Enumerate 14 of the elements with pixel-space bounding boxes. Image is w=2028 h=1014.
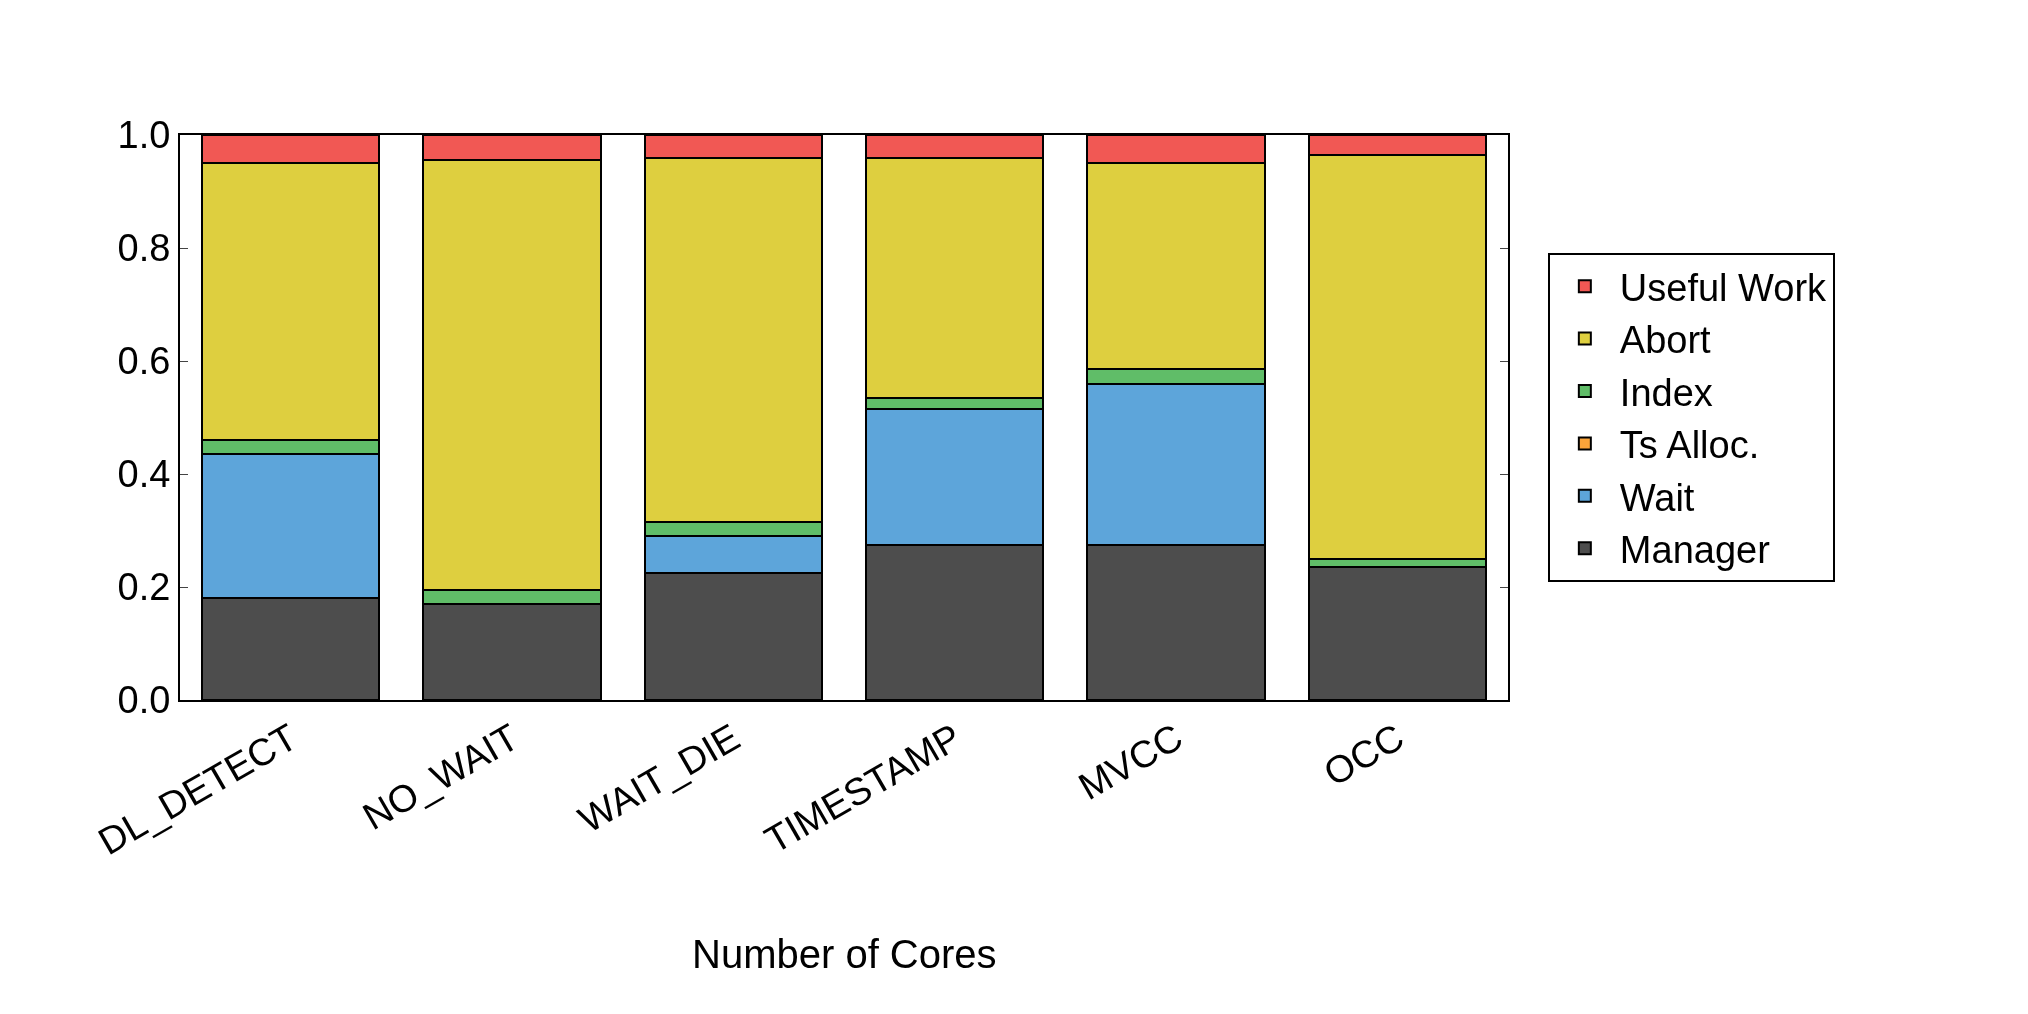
y-tick-label: 0.6 [117, 340, 171, 383]
y-tick-label: 1.0 [117, 114, 171, 157]
legend-label: Index [1619, 371, 1713, 414]
y-tick-label: 0.2 [117, 566, 171, 609]
legend-label: Abort [1619, 319, 1712, 362]
legend-label: Ts Alloc. [1619, 424, 1760, 467]
text: Number of Cores [692, 932, 997, 976]
y-tick-label: 0.0 [117, 679, 171, 722]
y-tick-label: 0.8 [117, 227, 171, 270]
y-tick-label: 0.4 [117, 453, 171, 496]
legend-label: Manager [1619, 529, 1771, 572]
x-tick-label: OCC [1316, 715, 1411, 795]
legend-label: Useful Work [1619, 267, 1828, 310]
legend-label: Wait [1619, 476, 1695, 519]
